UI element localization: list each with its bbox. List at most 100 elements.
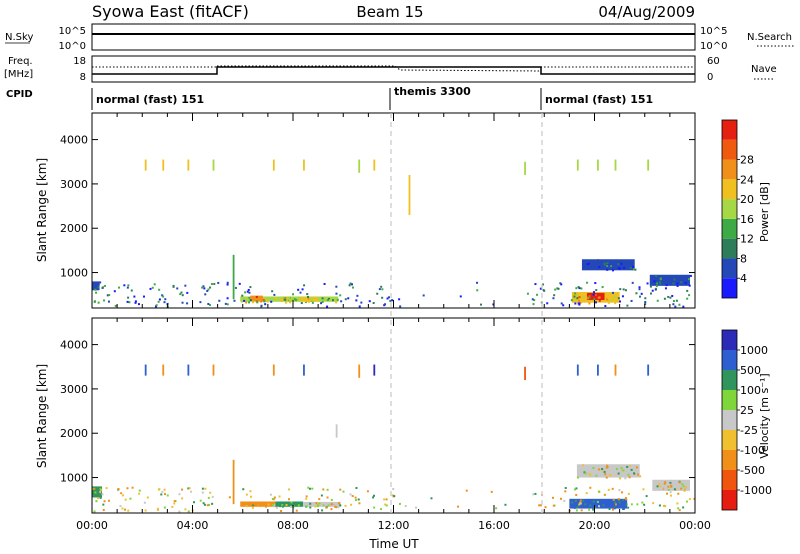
- power-speckle: [288, 298, 291, 301]
- velocity-speckle: [635, 466, 638, 469]
- power-speckle: [617, 263, 620, 266]
- velocity-y-axis: 1000 2000 3000 4000: [60, 339, 695, 485]
- power-echo: [611, 291, 614, 294]
- velocity-speckle: [92, 487, 95, 490]
- power-column-3: [212, 159, 215, 171]
- velocity-speckle: [314, 505, 317, 508]
- velocity-speckle: [330, 503, 333, 506]
- power-speckle: [689, 274, 692, 277]
- velocity-echo: [138, 489, 141, 492]
- velocity-speckle: [624, 477, 627, 480]
- power-echo: [576, 297, 579, 300]
- velocity-region-6: [92, 486, 103, 498]
- velocity-speckle: [670, 485, 673, 488]
- nsearch-label: N.Search: [747, 32, 792, 43]
- power-echo: [126, 286, 129, 289]
- power-echo: [531, 298, 534, 301]
- power-echo: [94, 300, 97, 303]
- velocity-echo: [322, 488, 325, 491]
- power-echo: [248, 291, 251, 294]
- velocity-echo: [228, 496, 231, 499]
- velocity-echo: [305, 495, 308, 498]
- power-echo: [644, 301, 647, 304]
- velocity-column-4: [272, 364, 275, 376]
- power-speckle: [255, 300, 258, 303]
- power-speckle: [240, 298, 243, 301]
- velocity-column-14: [232, 459, 235, 505]
- velocity-speckle: [583, 471, 586, 474]
- velocity-echo: [157, 488, 160, 491]
- velocity-echo: [579, 501, 582, 504]
- power-echo: [224, 302, 227, 305]
- power-speckle: [257, 299, 260, 302]
- power-speckle: [288, 296, 291, 299]
- power-echo: [644, 302, 647, 305]
- power-echo: [656, 282, 659, 285]
- power-echo: [588, 296, 591, 299]
- power-echo: [391, 299, 394, 302]
- power-echo: [201, 286, 204, 289]
- velocity-echo: [120, 492, 123, 495]
- velocity-echo: [326, 488, 329, 491]
- velocity-speckle: [253, 504, 256, 507]
- velocity-echo: [201, 491, 204, 494]
- power-echo: [208, 303, 211, 306]
- velocity-echo: [636, 503, 639, 506]
- power-cbar-tick-label: 12: [740, 233, 754, 246]
- power-echo: [226, 303, 229, 306]
- velocity-speckle: [332, 502, 335, 505]
- power-speckle: [321, 297, 324, 300]
- velocity-echo: [204, 487, 207, 490]
- velocity-echo: [178, 510, 181, 513]
- power-echo: [130, 289, 133, 292]
- power-region-4: [586, 292, 605, 301]
- power-echo: [332, 299, 335, 302]
- velocity-echo: [667, 488, 670, 491]
- velocity-speckle: [590, 464, 593, 467]
- velocity-echo: [102, 503, 105, 506]
- cpid-panel: CPID normal (fast) 151 themis 3300 norma…: [6, 85, 653, 110]
- velocity-speckle: [604, 473, 607, 476]
- velocity-column-5: [303, 364, 305, 376]
- velocity-speckle: [339, 504, 342, 507]
- velocity-speckle: [619, 503, 622, 506]
- velocity-echo: [156, 507, 159, 510]
- power-echo: [176, 287, 179, 290]
- velocity-region-1: [275, 501, 304, 507]
- power-echo: [557, 287, 560, 290]
- velocity-echo: [207, 496, 210, 499]
- power-echo: [476, 281, 479, 284]
- power-echo: [619, 288, 622, 291]
- power-speckle: [573, 297, 576, 300]
- cpid-segment-3: normal (fast) 151: [545, 93, 653, 106]
- vel-cbar-swatch: [722, 490, 737, 510]
- x-axis-label: Time UT: [368, 537, 419, 551]
- velocity-region-2: [303, 501, 341, 507]
- power-echo: [381, 288, 384, 291]
- power-echo: [297, 288, 300, 291]
- velocity-speckle: [687, 480, 690, 483]
- velocity-echo: [307, 486, 310, 489]
- power-echo: [114, 304, 117, 307]
- velocity-speckle: [257, 502, 260, 505]
- x-tick-label: 00:00: [679, 519, 711, 532]
- velocity-speckle: [606, 464, 609, 467]
- velocity-speckle: [589, 474, 592, 477]
- velocity-column-8: [524, 366, 526, 381]
- velocity-echo: [372, 496, 375, 499]
- power-echo: [123, 284, 126, 287]
- velocity-speckle: [315, 502, 318, 505]
- power-speckle: [589, 292, 592, 295]
- power-speckle: [586, 263, 589, 266]
- power-echo: [358, 305, 361, 308]
- velocity-speckle: [620, 502, 623, 505]
- velocity-echo: [663, 504, 666, 507]
- power-echo: [638, 295, 641, 298]
- power-echo: [592, 293, 595, 296]
- power-echo: [142, 295, 145, 298]
- velocity-echo: [678, 509, 681, 512]
- power-column-0: [144, 159, 147, 171]
- power-echo: [546, 302, 549, 305]
- power-speckle: [336, 298, 339, 301]
- velocity-echo: [311, 487, 314, 490]
